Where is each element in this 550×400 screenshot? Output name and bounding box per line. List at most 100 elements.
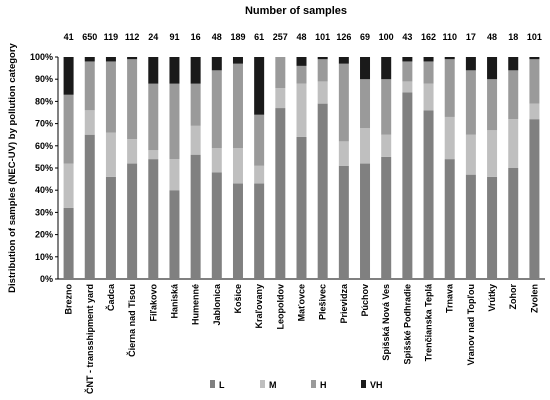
y-tick-label: 80%	[35, 96, 53, 106]
bar-segment-h	[127, 59, 138, 140]
sample-count-label: 112	[125, 32, 140, 42]
sample-count-label: 18	[508, 32, 518, 42]
bar-segment-h	[105, 61, 116, 133]
x-category-label: Prievidza	[339, 283, 349, 324]
sample-count-label: 17	[466, 32, 476, 42]
bar-segment-l	[190, 154, 201, 279]
sample-count-label: 100	[379, 32, 394, 42]
bar-segment-m	[254, 165, 265, 184]
bar-segment-l	[381, 156, 392, 279]
bar-segment-h	[444, 59, 455, 117]
sample-count-label: 126	[336, 32, 351, 42]
bar-segment-vh	[169, 57, 180, 84]
bar-segment-vh	[63, 57, 74, 95]
sample-count-label: 16	[191, 32, 201, 42]
sample-count-label: 48	[487, 32, 497, 42]
bar-segment-l	[529, 119, 540, 279]
bar-segment-m	[169, 159, 180, 191]
x-category-label: Haniská	[169, 283, 179, 319]
bar-segment-l	[211, 172, 222, 279]
y-tick-label: 50%	[35, 163, 53, 173]
x-category-label: Košice	[233, 284, 243, 314]
bar-segment-h	[529, 59, 540, 104]
chart-title: Number of samples	[245, 5, 347, 17]
bar-segment-l	[232, 183, 243, 279]
bar-segment-l	[254, 183, 265, 279]
x-axis-labels: Brezno ČNT - transshipment yard Čadca Čiern…	[64, 283, 540, 394]
bar-segment-h	[148, 83, 159, 151]
y-tick-label: 10%	[35, 252, 53, 262]
bar-segment-m	[296, 83, 307, 137]
sample-count-label: 91	[169, 32, 179, 42]
sample-count-label: 61	[254, 32, 264, 42]
bar-segment-l	[402, 92, 413, 280]
sample-count-label: 110	[442, 32, 457, 42]
bar-segment-h	[190, 83, 201, 126]
x-category-label: Spišské Podhradie	[402, 284, 412, 365]
bar-segment-vh	[105, 57, 116, 62]
bar-segment-h	[211, 70, 222, 149]
sample-count-label: 257	[273, 32, 288, 42]
y-tick-label: 0%	[40, 274, 53, 284]
bar-segment-vh	[254, 57, 265, 115]
x-category-label: Jablonica	[212, 283, 222, 326]
y-tick-label: 60%	[35, 141, 53, 151]
sample-count-labels: 41 650 119 112 24 91 16 48 189 61 257 48 101 126 69 100…	[64, 32, 542, 42]
bar-segment-h	[84, 61, 95, 111]
bar-segment-vh	[127, 57, 138, 60]
bar-segment-vh	[232, 57, 243, 64]
legend-label: L	[219, 380, 225, 390]
bar-segment-vh	[381, 57, 392, 80]
bar-segment-m	[529, 103, 540, 120]
bar-segment-m	[211, 148, 222, 173]
bar-segment-vh	[529, 57, 540, 60]
x-category-label: Čadca	[105, 283, 116, 311]
bar-segment-vh	[296, 57, 307, 66]
bar-segment-m	[423, 83, 434, 111]
x-category-label: ČNT - transshipment yard	[84, 284, 95, 394]
bar-segment-m	[84, 110, 95, 135]
bar-segment-vh	[190, 57, 201, 84]
bar-segment-l	[105, 176, 116, 279]
bar-segment-vh	[317, 57, 328, 60]
bar-segment-m	[465, 134, 476, 175]
x-category-label: Spišská Nová Ves	[381, 284, 391, 361]
bar-segment-h	[232, 63, 243, 149]
x-category-label: Maťovce	[297, 284, 307, 321]
x-category-label: Humenné	[191, 284, 201, 325]
sample-count-label: 41	[64, 32, 74, 42]
bar-segment-vh	[423, 57, 434, 62]
bar-segment-l	[296, 136, 307, 279]
sample-count-label: 48	[296, 32, 306, 42]
x-category-label: Zohor	[508, 284, 518, 310]
bar-segment-l	[338, 165, 349, 279]
x-category-label: Trnava	[445, 283, 455, 313]
sample-count-label: 162	[421, 32, 436, 42]
bar-segment-m	[402, 81, 413, 93]
bar-segment-vh	[508, 57, 519, 71]
bar-segment-vh	[148, 57, 159, 84]
sample-count-label: 43	[402, 32, 412, 42]
bar-segment-l	[275, 108, 286, 279]
bar-segment-l	[317, 103, 328, 280]
legend-swatch-vh	[361, 380, 366, 388]
y-tick-label: 40%	[35, 185, 53, 195]
legend-swatch-l	[210, 380, 215, 388]
sample-count-label: 189	[230, 32, 245, 42]
bar-segment-h	[254, 114, 265, 166]
y-tick-label: 20%	[35, 230, 53, 240]
x-category-label: Leopoldov	[275, 284, 285, 330]
bar-segment-h	[360, 79, 371, 129]
legend-label: M	[269, 380, 277, 390]
bar-segment-m	[338, 141, 349, 166]
y-tick-label: 70%	[35, 119, 53, 129]
bar-segment-l	[444, 159, 455, 279]
y-tick-label: 90%	[35, 74, 53, 84]
sample-count-label: 119	[104, 32, 119, 42]
x-category-label: Brezno	[64, 284, 74, 315]
y-axis: 0% 10% 20% 30% 40% 50% 60% 70% 80% 90% 100%	[30, 52, 545, 284]
bar-segment-h	[275, 57, 286, 89]
x-category-label: Kraľovany	[254, 284, 264, 329]
bar-segment-m	[232, 148, 243, 184]
